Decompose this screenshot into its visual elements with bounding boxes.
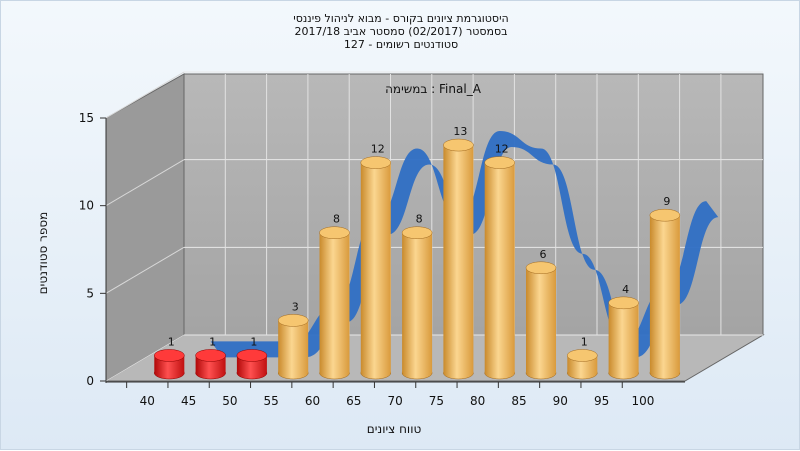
bar-top — [154, 349, 185, 362]
bar-top — [401, 226, 433, 239]
bar-top — [608, 296, 639, 310]
x-axis-label: טווח ציונים — [367, 422, 422, 436]
y-axis-label: מספר סטודנטים — [36, 212, 50, 295]
x-tick-label: 80 — [470, 394, 485, 408]
bar: 8 — [401, 213, 433, 380]
bar-top — [360, 156, 392, 169]
y-tick-label: 0 — [86, 374, 94, 388]
bar-value-label: 13 — [453, 125, 467, 138]
bar-body — [484, 162, 515, 373]
bar: 1 — [195, 335, 226, 380]
bar: 6 — [525, 248, 557, 380]
bar-value-label: 6 — [540, 248, 547, 261]
bar: 1 — [236, 335, 268, 380]
chart-title-line-3: סטודנטים רשומים - 127 — [343, 38, 459, 51]
bar-value-label: 12 — [371, 143, 385, 156]
gridlines — [105, 71, 763, 382]
x-tick-label: 65 — [346, 394, 361, 408]
bar-body — [608, 302, 639, 373]
bar: 9 — [649, 195, 681, 380]
bar-value-label: 1 — [209, 335, 216, 348]
bar-top — [525, 261, 557, 275]
gridline-side — [105, 159, 185, 207]
bar-value-label: 4 — [622, 283, 629, 296]
bar-value-label: 8 — [416, 213, 423, 226]
bar-top — [567, 349, 598, 362]
y-ticks: 0 5 10 15 — [79, 111, 106, 388]
gridline-side — [105, 334, 185, 382]
bar-body — [360, 162, 391, 373]
x-tick-label: 50 — [222, 394, 237, 408]
y-tick-label: 15 — [79, 111, 94, 125]
bar-body — [443, 145, 474, 373]
x-ticks: 40 45 50 55 60 65 70 75 80 85 90 95 100 — [126, 382, 654, 408]
y-tick-label: 5 — [86, 286, 94, 300]
x-tick-label: 70 — [387, 394, 402, 408]
bar-top — [195, 349, 226, 362]
x-tick-label: 55 — [264, 394, 279, 408]
bar: 1 — [154, 335, 185, 380]
x-tick-label: 60 — [305, 394, 320, 408]
bar-body — [319, 232, 350, 373]
bar-body — [526, 267, 556, 373]
bar-top — [443, 138, 474, 152]
bar-top — [236, 349, 268, 362]
x-tick-label: 90 — [553, 394, 568, 408]
gridline-side — [105, 246, 185, 294]
bar-body — [278, 320, 309, 373]
chart-title-line-1: היסטוגרמת ציונים בקורס - מבוא לניהול פינ… — [293, 12, 509, 25]
x-tick-label: 100 — [631, 394, 654, 408]
bar-body — [649, 215, 680, 373]
bar-value-label: 1 — [581, 335, 588, 348]
bar: 12 — [360, 143, 392, 380]
chart-subtitle: במשימה : Final_A — [385, 82, 482, 96]
bar-top — [649, 208, 681, 222]
bar: 13 — [443, 125, 474, 380]
bar: 1 — [567, 335, 598, 380]
x-tick-label: 75 — [429, 394, 444, 408]
bar: 3 — [277, 300, 309, 380]
x-tick-label: 85 — [511, 394, 526, 408]
gridline-side — [105, 71, 185, 119]
bar: 12 — [484, 143, 515, 380]
y-tick-label: 10 — [79, 199, 94, 213]
bar-top — [277, 314, 309, 327]
bar: 8 — [319, 213, 350, 380]
x-tick-label: 40 — [140, 394, 155, 408]
x-tick-label: 95 — [594, 394, 609, 408]
bar-value-label: 8 — [333, 213, 340, 226]
bar-value-label: 3 — [292, 300, 299, 313]
x-tick-label: 45 — [181, 394, 196, 408]
bar: 4 — [608, 283, 639, 380]
chart-title-line-2: בסמסטר (02/2017) סמסטר אביב 2017/18 — [294, 25, 508, 38]
bar-body — [402, 232, 433, 373]
bar-top — [319, 226, 350, 239]
bar-top — [484, 156, 515, 169]
bar-value-label: 1 — [168, 335, 175, 348]
bar-value-label: 1 — [250, 335, 257, 348]
bar-value-label: 9 — [663, 195, 670, 208]
bar-value-label: 12 — [495, 143, 509, 156]
